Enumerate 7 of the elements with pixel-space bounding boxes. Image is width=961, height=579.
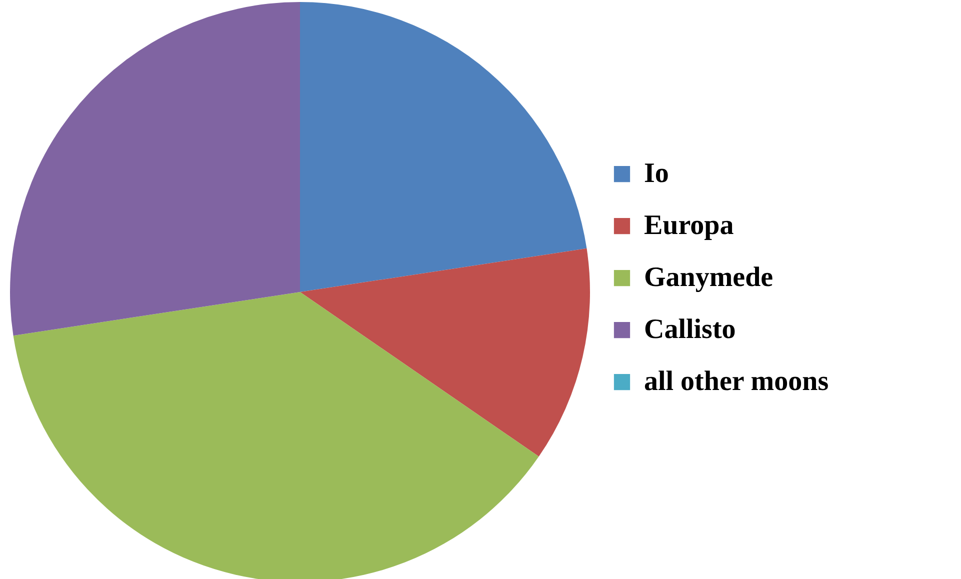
pie-slice [300, 2, 587, 292]
legend-label: Io [644, 158, 669, 189]
legend-label: Europa [644, 210, 734, 241]
pie-slice [10, 2, 300, 336]
legend-label: Ganymede [644, 262, 774, 293]
legend-label: all other moons [644, 366, 829, 397]
legend-label: Callisto [644, 314, 736, 345]
